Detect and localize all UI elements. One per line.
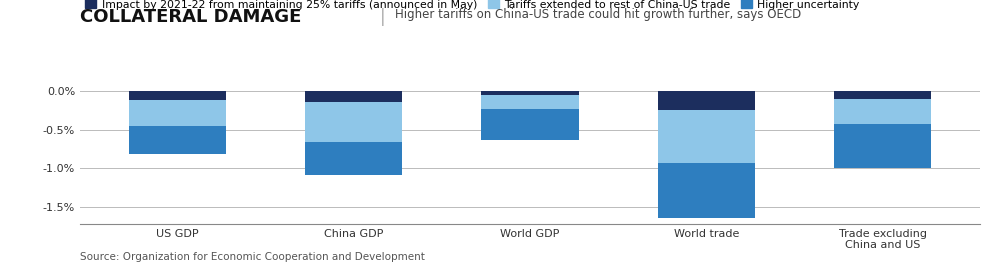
Legend: Impact by 2021-22 from maintaining 25% tariffs (announced in May), Tariffs exten: Impact by 2021-22 from maintaining 25% t… [85,0,860,10]
Bar [834,91,931,99]
Bar [129,126,226,155]
Text: COLLATERAL DAMAGE: COLLATERAL DAMAGE [80,8,301,26]
Bar [305,142,402,175]
Bar [834,99,931,124]
Bar [481,91,579,95]
Bar [481,95,579,109]
Bar [658,91,755,111]
Bar [129,91,226,100]
Text: |: | [380,8,386,26]
Bar [834,124,931,168]
Bar [658,111,755,163]
Text: Higher tariffs on China-US trade could hit growth further, says OECD: Higher tariffs on China-US trade could h… [395,8,801,21]
Bar [481,109,579,140]
Bar [305,102,402,142]
Bar [129,100,226,126]
Text: Source: Organization for Economic Cooperation and Development: Source: Organization for Economic Cooper… [80,252,425,262]
Bar [658,163,755,218]
Bar [305,91,402,102]
